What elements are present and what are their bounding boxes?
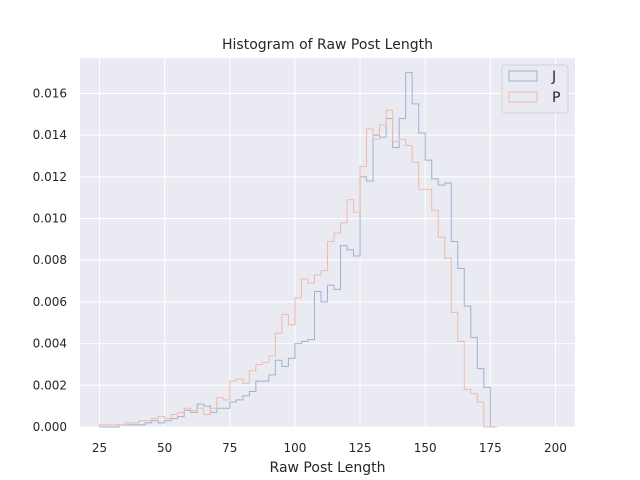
legend-label-j: J xyxy=(551,69,556,85)
x-axis-label: Raw Post Length xyxy=(270,460,386,476)
x-tick-label: 100 xyxy=(283,441,306,455)
legend-box xyxy=(501,64,569,114)
y-tick-label: 0.004 xyxy=(33,337,67,351)
x-tick-label: 50 xyxy=(157,441,172,455)
y-tick-label: 0.014 xyxy=(33,128,67,142)
legend-swatch-p xyxy=(508,91,538,103)
x-tick-label: 25 xyxy=(92,441,107,455)
y-tick-label: 0.000 xyxy=(33,420,67,434)
x-tick-label: 150 xyxy=(414,441,437,455)
grid xyxy=(80,58,575,428)
series-step-p xyxy=(99,109,497,428)
y-tick-label: 0.006 xyxy=(33,295,67,309)
y-tick-labels: 0.000 0.002 0.004 0.006 0.008 0.010 0.012 0.014… xyxy=(33,86,67,434)
y-tick-label: 0.010 xyxy=(33,212,67,226)
series-step-j xyxy=(99,72,497,428)
y-tick-label: 0.012 xyxy=(33,170,67,184)
x-tick-label: 175 xyxy=(479,441,502,455)
histogram-series xyxy=(99,72,497,428)
y-tick-label: 0.008 xyxy=(33,253,67,267)
legend-label-p: P xyxy=(552,90,560,106)
chart-title: Histogram of Raw Post Length xyxy=(222,37,433,53)
legend: J P xyxy=(501,64,569,114)
y-tick-label: 0.016 xyxy=(33,86,67,100)
x-tick-label: 75 xyxy=(222,441,237,455)
x-tick-label: 125 xyxy=(349,441,372,455)
x-tick-labels: 25 50 75 100 125 150 175 200 xyxy=(92,441,567,455)
y-tick-label: 0.002 xyxy=(33,378,67,392)
legend-swatch-j xyxy=(508,70,538,82)
x-tick-label: 200 xyxy=(544,441,567,455)
